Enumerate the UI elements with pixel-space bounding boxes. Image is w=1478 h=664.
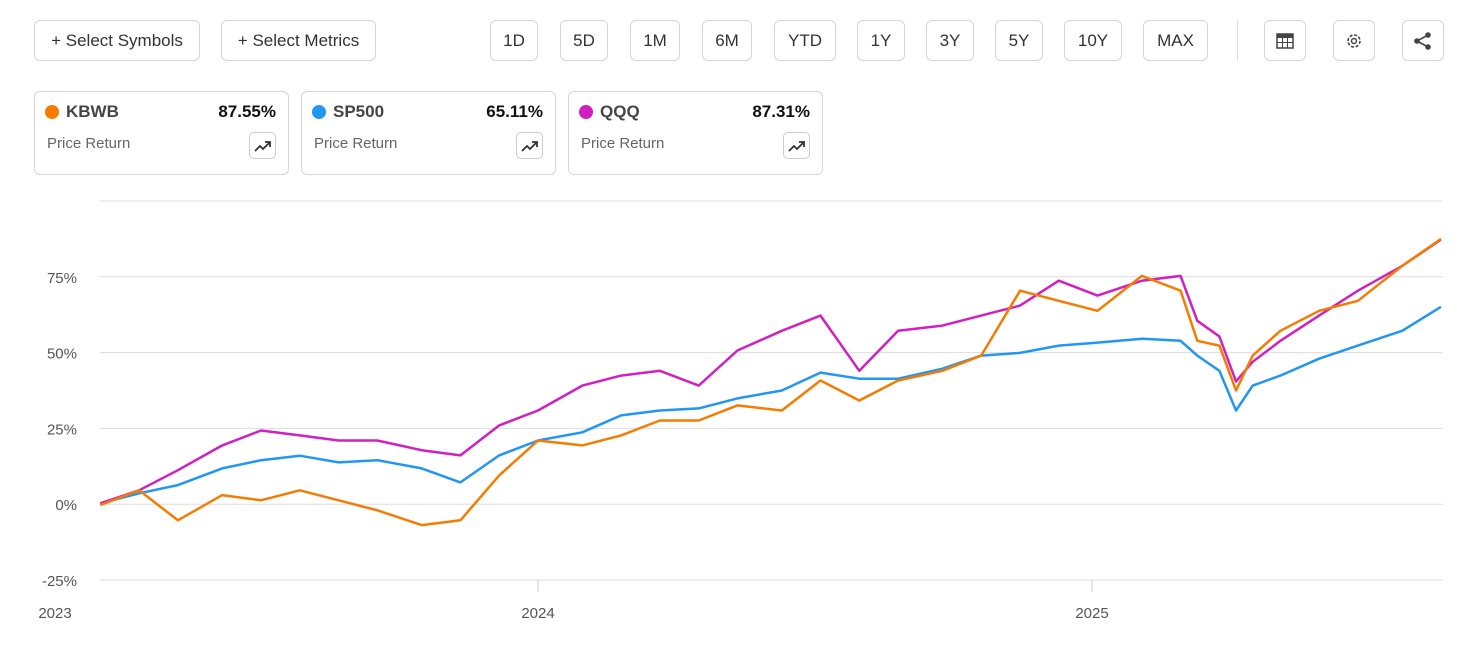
card-symbol: SP500 — [333, 102, 385, 121]
range-3y-button[interactable]: 3Y — [926, 20, 974, 61]
range-max-button[interactable]: MAX — [1143, 20, 1208, 61]
card-value: 65.11% — [486, 102, 543, 121]
y-tick-label: 50% — [47, 346, 77, 363]
range-5d-button[interactable]: 5D — [560, 20, 608, 61]
card-metric: Price Return — [314, 135, 398, 152]
symbol-card-sp500[interactable]: SP500 65.11% Price Return — [301, 91, 556, 175]
symbol-card-kbwb[interactable]: KBWB 87.55% Price Return — [34, 91, 289, 175]
settings-button[interactable] — [1333, 20, 1375, 61]
x-tick-label: 2023 — [38, 605, 71, 622]
y-tick-label: -25% — [42, 573, 77, 590]
range-10y-button[interactable]: 10Y — [1064, 20, 1122, 61]
y-tick-label: 75% — [47, 270, 77, 287]
trending-up-icon — [520, 140, 538, 152]
card-symbol: KBWB — [66, 102, 119, 121]
gear-icon — [1347, 33, 1361, 48]
table-view-button[interactable] — [1264, 20, 1306, 61]
legend-dot-qqq — [579, 105, 593, 119]
card-symbol: QQQ — [600, 102, 640, 121]
select-metrics-button[interactable]: + Select Metrics — [221, 20, 376, 61]
series-line-kbwb — [99, 237, 1442, 527]
toolbar-divider — [1237, 20, 1238, 61]
y-tick-label: 0% — [55, 497, 77, 514]
table-icon — [1276, 32, 1294, 49]
card-value: 87.31% — [752, 102, 810, 121]
series-line-qqq — [99, 238, 1442, 505]
range-1m-button[interactable]: 1M — [630, 20, 680, 61]
legend-dot-sp500 — [312, 105, 326, 119]
symbol-card-qqq[interactable]: QQQ 87.31% Price Return — [568, 91, 823, 175]
share-button[interactable] — [1402, 20, 1444, 61]
range-5y-button[interactable]: 5Y — [995, 20, 1043, 61]
y-tick-label: 25% — [47, 421, 77, 438]
card-metric: Price Return — [581, 135, 665, 152]
legend-dot-kbwb — [45, 105, 59, 119]
trending-up-icon — [787, 140, 805, 152]
range-ytd-button[interactable]: YTD — [774, 20, 836, 61]
card-value: 87.55% — [218, 102, 276, 121]
trend-chart-button[interactable] — [249, 132, 276, 159]
x-tick-label: 2024 — [521, 605, 554, 622]
series-line-sp500 — [99, 305, 1442, 505]
trend-chart-button[interactable] — [516, 132, 543, 159]
performance-chart: 75% 50% 25% 0% -25% 2023 2024 2025 — [38, 200, 1443, 622]
card-metric: Price Return — [47, 135, 131, 152]
range-1d-button[interactable]: 1D — [490, 20, 538, 61]
trend-chart-button[interactable] — [783, 132, 810, 159]
trending-up-icon — [253, 140, 271, 152]
range-1y-button[interactable]: 1Y — [857, 20, 905, 61]
share-icon — [1414, 31, 1431, 50]
x-tick-label: 2025 — [1075, 605, 1108, 622]
select-symbols-button[interactable]: + Select Symbols — [34, 20, 200, 61]
range-6m-button[interactable]: 6M — [702, 20, 752, 61]
